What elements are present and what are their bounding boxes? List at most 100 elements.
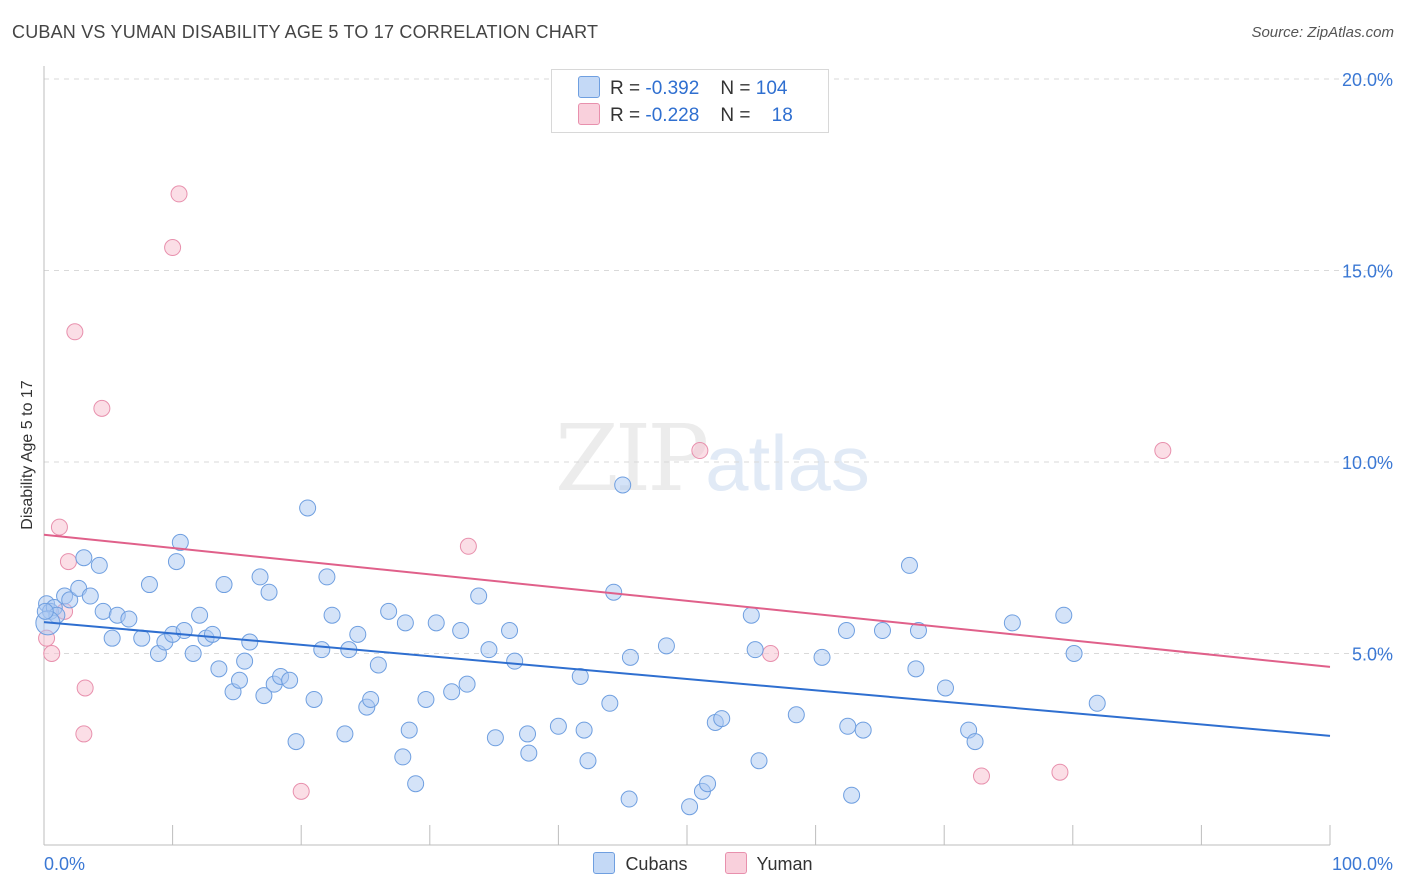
cubans-point xyxy=(407,775,425,793)
cubans-point xyxy=(813,648,831,666)
cubans-swatch xyxy=(578,76,600,98)
cubans-point xyxy=(601,694,619,712)
cubans-point xyxy=(318,568,336,586)
cubans-point xyxy=(900,556,918,574)
yuman-point xyxy=(170,185,188,203)
watermark-zip: ZIP xyxy=(555,405,709,512)
cubans-point xyxy=(336,725,354,743)
tick-labels: 5.0% 10.0% 15.0% 20.0% 0.0% 100.0% xyxy=(44,70,1393,874)
yuman-point xyxy=(43,645,61,662)
cubans-point xyxy=(120,610,138,628)
cubans-point xyxy=(579,752,597,770)
cubans-point xyxy=(251,568,269,586)
yuman-n-label: N = xyxy=(720,105,751,126)
cubans-point xyxy=(81,587,99,605)
cubans-series xyxy=(35,476,1106,816)
cubans-point xyxy=(167,553,185,571)
chart-title: CUBAN VS YUMAN DISABILITY AGE 5 TO 17 CO… xyxy=(12,22,599,42)
cubans-point xyxy=(396,614,414,632)
cubans-point xyxy=(362,690,380,708)
yuman-legend-swatch xyxy=(724,852,747,874)
yuman-swatch xyxy=(578,103,600,125)
cubans-point xyxy=(519,725,537,743)
cubans-point xyxy=(839,717,857,735)
cubans-point xyxy=(313,641,331,659)
cubans-point xyxy=(241,633,259,651)
cubans-point xyxy=(620,790,638,808)
yuman-point xyxy=(762,645,780,662)
yuman-trend-line xyxy=(43,533,1331,668)
watermark: ZIPatlas xyxy=(555,405,870,512)
cubans-point xyxy=(936,679,954,697)
cubans-point xyxy=(94,602,112,620)
axes xyxy=(43,66,1331,846)
cubans-point xyxy=(349,625,367,643)
cubans-point xyxy=(458,675,476,693)
cubans-point xyxy=(61,591,79,609)
cubans-n-label: N = xyxy=(720,78,751,99)
cubans-point xyxy=(571,667,589,685)
cubans-point xyxy=(281,671,299,689)
cubans-point xyxy=(575,721,593,739)
yuman-legend-label: Yuman xyxy=(756,854,813,874)
cubans-point xyxy=(1065,645,1083,662)
yuman-point xyxy=(164,239,182,257)
cubans-point xyxy=(171,533,189,551)
cubans-point xyxy=(400,721,418,739)
cubans-point xyxy=(1055,606,1073,624)
cubans-point xyxy=(443,683,461,701)
cubans-point xyxy=(854,721,872,739)
cubans-point xyxy=(417,690,435,708)
cubans-point xyxy=(380,602,398,620)
cubans-point xyxy=(140,576,158,594)
cubans-point xyxy=(506,652,524,670)
cubans-point xyxy=(742,606,760,624)
legend-item-cubans: Cubans xyxy=(593,852,687,875)
cubans-trend-line xyxy=(43,621,1331,737)
cubans-point xyxy=(787,706,805,724)
yuman-point xyxy=(459,537,477,555)
cubans-point xyxy=(713,710,731,728)
legend-row-cubans: R = -0.392 N = 104 xyxy=(578,76,787,100)
correlation-legend: R = -0.392 N = 104 R = -0.228 N = 18 xyxy=(551,69,829,133)
cubans-point xyxy=(614,476,632,494)
cubans-point xyxy=(236,652,254,670)
cubans-point xyxy=(255,687,273,705)
cubans-point xyxy=(907,660,925,678)
cubans-point xyxy=(75,549,93,567)
yuman-point xyxy=(75,725,93,743)
cubans-point xyxy=(210,660,228,678)
cubans-point xyxy=(837,622,855,640)
y-tick-label: 15.0% xyxy=(1342,262,1393,282)
yuman-point xyxy=(66,323,84,341)
y-tick-label: 20.0% xyxy=(1342,70,1393,90)
cubans-point xyxy=(427,614,445,632)
cubans-point xyxy=(549,717,567,735)
x-tick-label: 100.0% xyxy=(1332,854,1393,874)
y-tick-label: 5.0% xyxy=(1352,645,1393,665)
cubans-point xyxy=(323,606,341,624)
cubans-point xyxy=(699,775,717,793)
cubans-point xyxy=(501,622,519,640)
cubans-point xyxy=(746,641,764,659)
cubans-point xyxy=(36,602,54,620)
yuman-point xyxy=(972,767,990,785)
cubans-point xyxy=(299,499,317,517)
legend-row-yuman: R = -0.228 N = 18 xyxy=(578,103,793,127)
cubans-point xyxy=(966,733,984,751)
trend-lines xyxy=(43,533,1331,737)
cubans-point xyxy=(470,587,488,605)
cubans-point xyxy=(287,733,305,751)
cubans-point xyxy=(480,641,498,659)
cubans-point xyxy=(873,622,891,640)
yuman-point xyxy=(1051,763,1069,781)
cubans-point xyxy=(750,752,768,770)
series-legend: Cubans Yuman xyxy=(0,852,1406,875)
cubans-point xyxy=(681,798,699,816)
cubans-point xyxy=(215,576,233,594)
cubans-point xyxy=(90,556,108,574)
yuman-r-label: R = xyxy=(610,105,641,126)
yuman-point xyxy=(691,442,709,460)
cubans-point xyxy=(394,748,412,766)
cubans-point xyxy=(260,583,278,601)
